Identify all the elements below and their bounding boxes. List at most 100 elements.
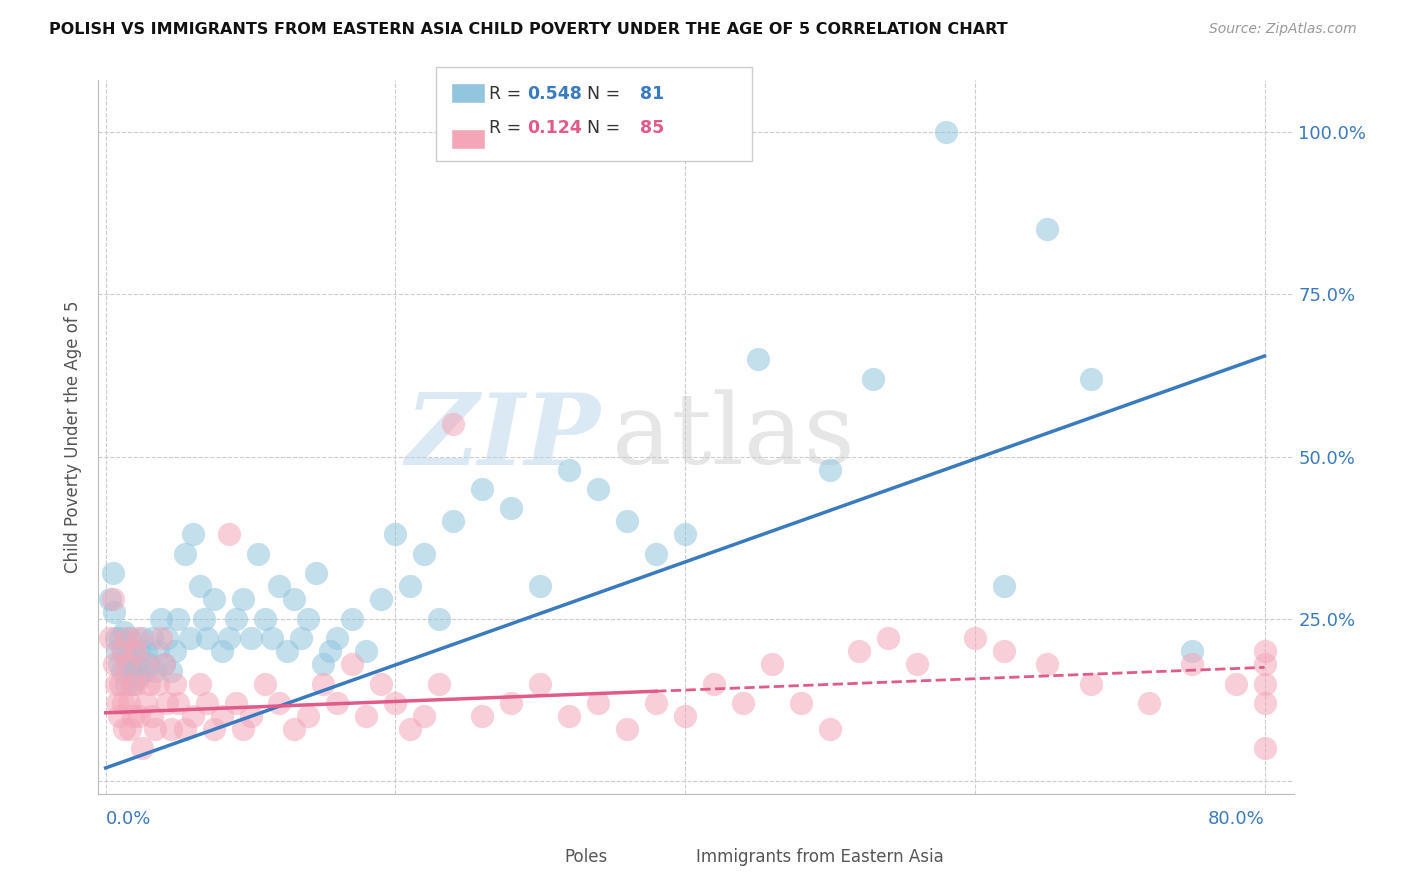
FancyBboxPatch shape [652,847,689,866]
Point [356,709,378,723]
Point [326,696,349,710]
Point [413,547,436,561]
Point [558,709,581,723]
Point [115,657,138,672]
Text: 85: 85 [640,119,664,136]
Point [120,722,142,736]
Text: R =: R = [489,119,527,136]
Point [501,501,523,516]
Point [181,709,204,723]
Point [195,696,218,710]
Point [117,650,139,665]
Point [138,676,160,690]
Point [239,709,262,723]
Point [848,644,870,658]
Point [188,579,211,593]
Point [297,612,319,626]
Point [110,644,132,658]
Text: 81: 81 [640,85,664,103]
Point [127,670,149,684]
Point [384,696,406,710]
Point [269,696,291,710]
Point [165,676,187,690]
Text: POLISH VS IMMIGRANTS FROM EASTERN ASIA CHILD POVERTY UNDER THE AGE OF 5 CORRELAT: POLISH VS IMMIGRANTS FROM EASTERN ASIA C… [49,22,1008,37]
Point [117,631,139,645]
Point [312,676,335,690]
Point [427,676,450,690]
Point [935,125,957,139]
Point [673,709,696,723]
Point [1181,644,1204,658]
Point [645,696,668,710]
Point [471,709,494,723]
Point [232,722,254,736]
Point [98,592,121,607]
Point [276,644,298,658]
Point [114,624,136,639]
Point [356,644,378,658]
Point [501,696,523,710]
Point [108,676,131,690]
Point [107,657,129,672]
Point [141,709,163,723]
Text: N =: N = [576,85,626,103]
Point [877,631,900,645]
Point [149,631,172,645]
Text: ZIP: ZIP [405,389,600,485]
Point [253,676,276,690]
Point [340,612,363,626]
Point [211,709,233,723]
Point [1225,676,1247,690]
Point [905,657,928,672]
Point [101,566,124,581]
Point [232,592,254,607]
Point [118,696,141,710]
Point [225,612,247,626]
Point [105,644,128,658]
Point [98,631,121,645]
Point [124,644,146,658]
Point [202,722,225,736]
Point [297,709,319,723]
Point [143,664,166,678]
Point [246,547,269,561]
Point [211,644,233,658]
Point [107,709,129,723]
Text: 0.0%: 0.0% [105,810,150,828]
Text: Source: ZipAtlas.com: Source: ZipAtlas.com [1209,22,1357,37]
Point [165,644,187,658]
Point [761,657,783,672]
Point [110,664,132,678]
Point [134,664,156,678]
Point [1253,696,1275,710]
Point [1253,741,1275,756]
Point [1036,222,1059,236]
Point [731,696,754,710]
Point [384,527,406,541]
Point [135,696,157,710]
Point [105,696,128,710]
Point [399,579,422,593]
Point [269,579,291,593]
Point [818,722,841,736]
Point [146,644,169,658]
Point [125,657,148,672]
Text: N =: N = [576,119,626,136]
Point [146,676,169,690]
Point [125,676,148,690]
Point [283,592,305,607]
Point [413,709,436,723]
Point [283,722,305,736]
Point [1253,657,1275,672]
Point [155,696,177,710]
Point [963,631,986,645]
Point [993,644,1015,658]
Text: atlas: atlas [613,389,855,485]
Point [188,676,211,690]
Point [253,612,276,626]
Point [152,657,174,672]
Point [112,696,135,710]
Point [103,657,125,672]
Point [131,631,153,645]
Point [441,417,464,431]
